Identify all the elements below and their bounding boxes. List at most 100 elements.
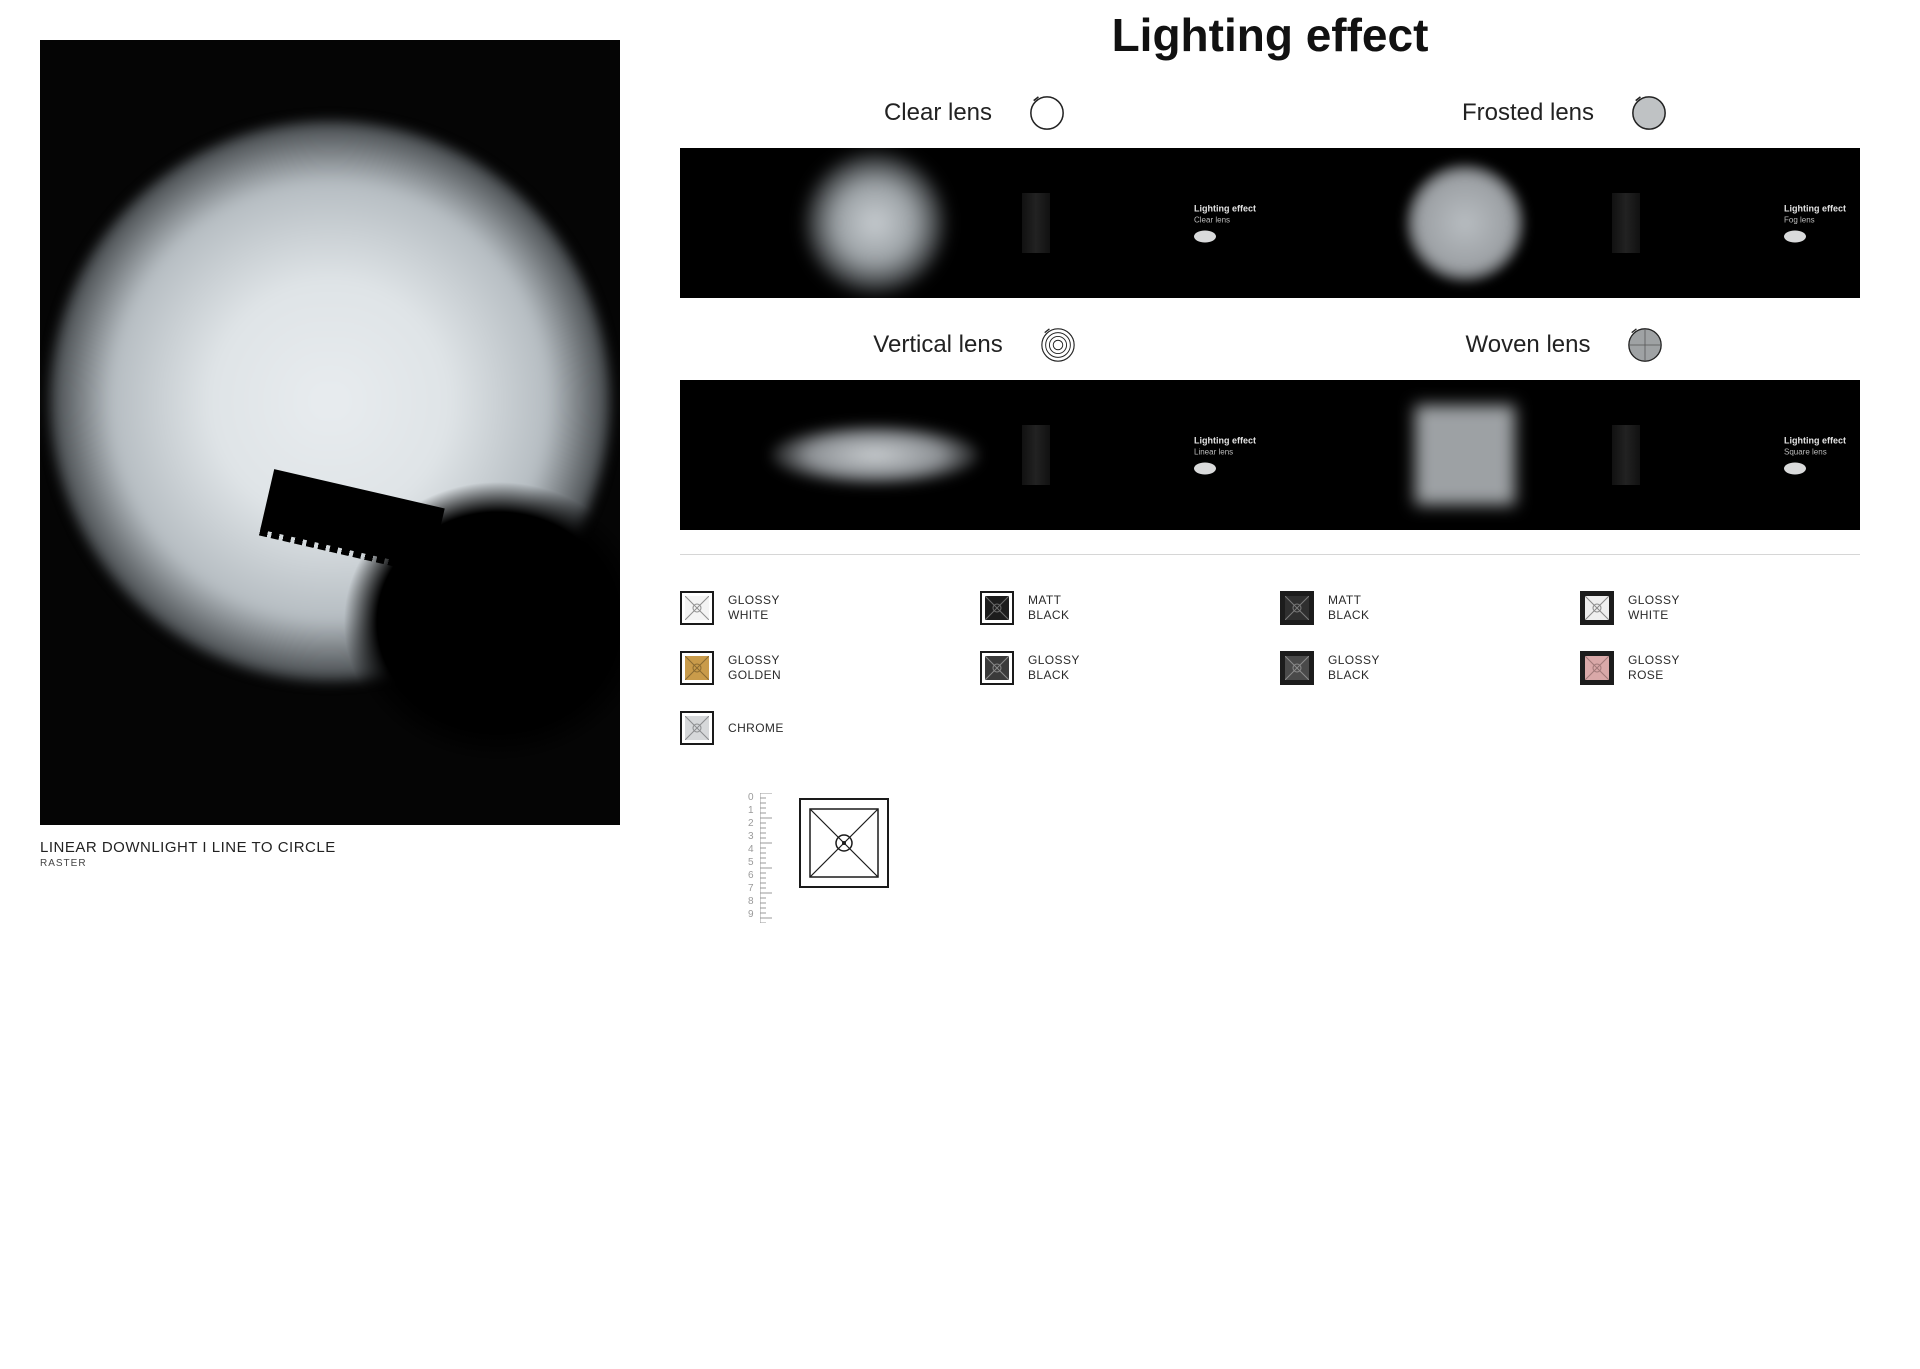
finish-swatch: MATTBLACK (980, 591, 1260, 625)
ruler-digit: 6 (748, 871, 754, 881)
lens-label: Vertical lens (873, 331, 1002, 359)
finish-swatch: GLOSSYWHITE (1580, 591, 1860, 625)
ruler-digit: 4 (748, 845, 754, 855)
mini-sub: Linear lens (1194, 448, 1256, 457)
finish-swatch: GLOSSYBLACK (980, 651, 1260, 685)
beam-shape (1415, 405, 1515, 505)
separator (680, 554, 1860, 555)
ruler-digits: 0 1 2 3 4 5 6 7 8 9 (748, 793, 754, 923)
ruler-digit: 1 (748, 806, 754, 816)
page: LINEAR DOWNLIGHT I LINE TO CIRCLE RASTER… (0, 0, 1920, 1369)
effect-strip-1: Lighting effect Clear lens Lighting effe… (680, 148, 1860, 298)
clear-lens-icon (1028, 94, 1066, 132)
fixture-outline-icon (794, 793, 894, 893)
mini-label: Lighting effect Linear lens (1194, 436, 1256, 475)
effect-clear: Lighting effect Clear lens (680, 148, 1270, 298)
effect-strip-2: Lighting effect Linear lens Lighting eff… (680, 380, 1860, 530)
mini-sub: Square lens (1784, 448, 1846, 457)
lens-header-woven: Woven lens (1270, 322, 1860, 368)
swatch-box (1280, 591, 1314, 625)
swatch-box (680, 711, 714, 745)
swatch-inner-icon (1585, 656, 1609, 680)
right-panel: Lighting effect Clear lens Frosted lens (620, 0, 1920, 1369)
scale-block: 0 1 2 3 4 5 6 7 8 9 (748, 793, 1860, 923)
finish-swatch: GLOSSYWHITE (680, 591, 960, 625)
finish-swatch: CHROME (680, 711, 960, 745)
swatch-label: GLOSSYWHITE (1628, 593, 1680, 623)
finish-swatch-grid: GLOSSYWHITE MATTBLACK MATT (680, 591, 1860, 745)
lens-header-clear: Clear lens (680, 90, 1270, 136)
hero-caption: LINEAR DOWNLIGHT I LINE TO CIRCLE RASTER (40, 839, 620, 869)
ruler-digit: 3 (748, 832, 754, 842)
swatch-box (980, 651, 1014, 685)
swatch-inner-icon (1585, 596, 1609, 620)
mini-label: Lighting effect Square lens (1784, 436, 1846, 475)
swatch-label: GLOSSYGOLDEN (728, 653, 781, 683)
swatch-label: MATTBLACK (1028, 593, 1069, 623)
swatch-box (680, 591, 714, 625)
lens-header-row-2: Vertical lens Woven lens (680, 322, 1860, 380)
swatch-inner-icon (1285, 656, 1309, 680)
swatch-inner-icon (985, 656, 1009, 680)
beam-shape (770, 424, 980, 486)
mini-dot-icon (1784, 231, 1806, 243)
ruler-digit: 5 (748, 858, 754, 868)
woven-lens-icon (1626, 326, 1664, 364)
swatch-label: GLOSSYBLACK (1028, 653, 1080, 683)
mini-dot-icon (1784, 463, 1806, 475)
finish-swatch: GLOSSYBLACK (1280, 651, 1560, 685)
lens-header-vertical: Vertical lens (680, 322, 1270, 368)
effect-frosted: Lighting effect Fog lens (1270, 148, 1860, 298)
ruler-digit: 8 (748, 897, 754, 907)
swatch-box (1580, 591, 1614, 625)
lens-label: Clear lens (884, 99, 992, 127)
mini-title: Lighting effect (1784, 204, 1846, 214)
finish-swatch: GLOSSYROSE (1580, 651, 1860, 685)
hero-image (40, 40, 620, 825)
vertical-lens-icon (1039, 326, 1077, 364)
finish-swatch: MATTBLACK (1280, 591, 1560, 625)
swatch-label: MATTBLACK (1328, 593, 1369, 623)
ruler-ticks-icon (760, 793, 776, 923)
swatch-inner-icon (985, 596, 1009, 620)
lens-header-row-1: Clear lens Frosted lens (680, 90, 1860, 148)
hand-silhouette (270, 470, 620, 825)
caption-sub: RASTER (40, 858, 620, 869)
lens-label: Woven lens (1466, 331, 1591, 359)
swatch-box (680, 651, 714, 685)
mini-title: Lighting effect (1194, 436, 1256, 446)
lens-header-frosted: Frosted lens (1270, 90, 1860, 136)
mini-label: Lighting effect Clear lens (1194, 204, 1256, 243)
ruler: 0 1 2 3 4 5 6 7 8 9 (748, 793, 776, 923)
strip-divider (1612, 193, 1640, 253)
mini-title: Lighting effect (1194, 204, 1256, 214)
strip-divider (1022, 193, 1050, 253)
mini-label: Lighting effect Fog lens (1784, 204, 1846, 243)
section-title: Lighting effect (680, 8, 1860, 62)
frosted-lens-icon (1630, 94, 1668, 132)
strip-divider (1022, 425, 1050, 485)
ruler-digit: 0 (748, 793, 754, 803)
left-panel: LINEAR DOWNLIGHT I LINE TO CIRCLE RASTER (0, 0, 620, 1369)
ruler-digit: 2 (748, 819, 754, 829)
swatch-label: GLOSSYBLACK (1328, 653, 1380, 683)
mini-dot-icon (1194, 463, 1216, 475)
swatch-label: CHROME (728, 721, 784, 736)
swatch-box (1580, 651, 1614, 685)
finish-swatch: GLOSSYGOLDEN (680, 651, 960, 685)
caption-main: LINEAR DOWNLIGHT I LINE TO CIRCLE (40, 839, 620, 856)
swatch-label: GLOSSYROSE (1628, 653, 1680, 683)
mini-title: Lighting effect (1784, 436, 1846, 446)
mini-dot-icon (1194, 231, 1216, 243)
swatch-box (1280, 651, 1314, 685)
lens-label: Frosted lens (1462, 99, 1594, 127)
mini-sub: Fog lens (1784, 216, 1846, 225)
swatch-inner-icon (685, 716, 709, 740)
swatch-inner-icon (1285, 596, 1309, 620)
swatch-label: GLOSSYWHITE (728, 593, 780, 623)
swatch-inner-icon (685, 656, 709, 680)
strip-divider (1612, 425, 1640, 485)
ruler-digit: 7 (748, 884, 754, 894)
swatch-box (980, 591, 1014, 625)
ruler-digit: 9 (748, 910, 754, 920)
